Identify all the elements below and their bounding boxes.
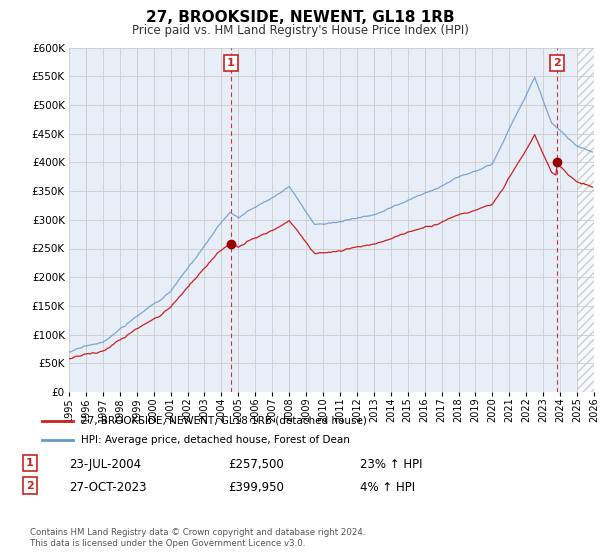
- Text: Price paid vs. HM Land Registry's House Price Index (HPI): Price paid vs. HM Land Registry's House …: [131, 24, 469, 36]
- Bar: [577, 48, 594, 392]
- Text: 1: 1: [26, 458, 34, 468]
- Text: 2: 2: [26, 480, 34, 491]
- Text: 2: 2: [553, 58, 561, 68]
- Text: £257,500: £257,500: [228, 458, 284, 472]
- Text: £399,950: £399,950: [228, 480, 284, 494]
- Text: 1: 1: [227, 58, 235, 68]
- Text: 23-JUL-2004: 23-JUL-2004: [69, 458, 141, 472]
- Text: HPI: Average price, detached house, Forest of Dean: HPI: Average price, detached house, Fore…: [81, 435, 350, 445]
- Text: Contains HM Land Registry data © Crown copyright and database right 2024.
This d: Contains HM Land Registry data © Crown c…: [30, 528, 365, 548]
- Text: 27, BROOKSIDE, NEWENT, GL18 1RB (detached house): 27, BROOKSIDE, NEWENT, GL18 1RB (detache…: [81, 416, 367, 426]
- Text: 27, BROOKSIDE, NEWENT, GL18 1RB: 27, BROOKSIDE, NEWENT, GL18 1RB: [146, 10, 454, 25]
- Text: 23% ↑ HPI: 23% ↑ HPI: [360, 458, 422, 472]
- Text: 4% ↑ HPI: 4% ↑ HPI: [360, 480, 415, 494]
- Text: 27-OCT-2023: 27-OCT-2023: [69, 480, 146, 494]
